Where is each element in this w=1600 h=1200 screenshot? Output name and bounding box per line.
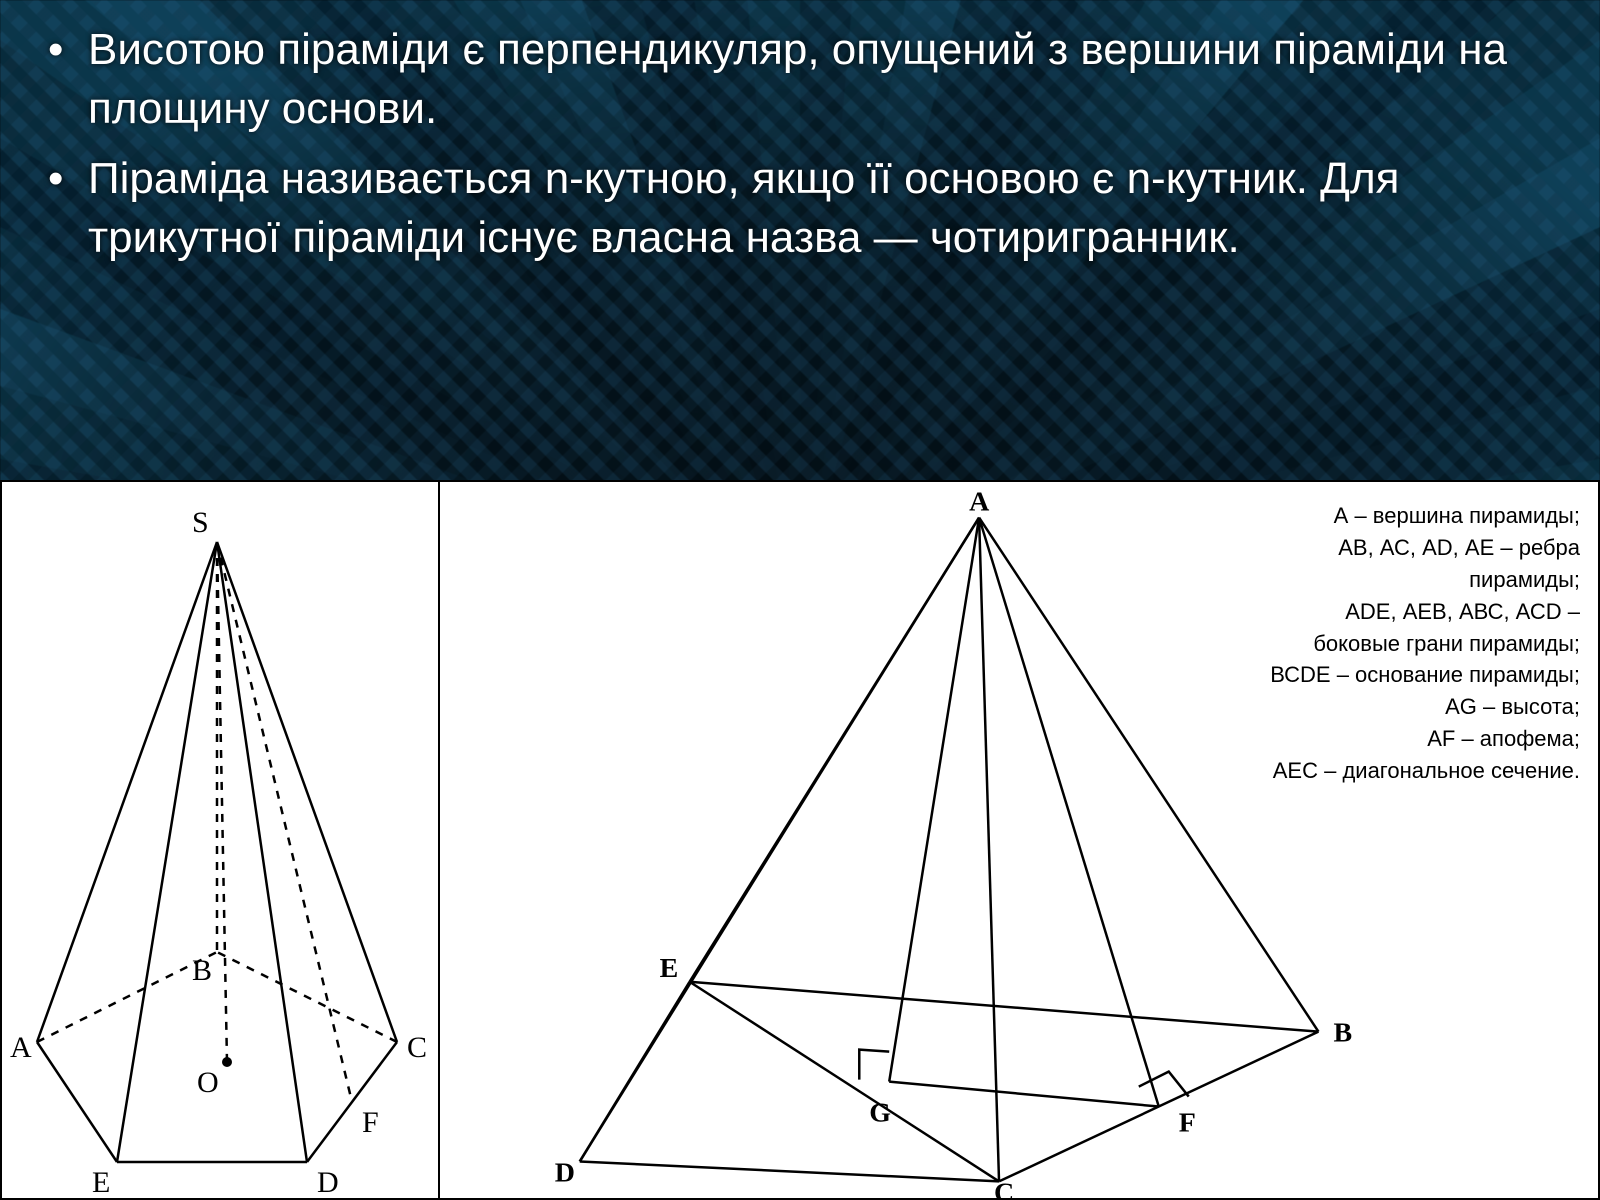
label-E2: E (660, 953, 679, 984)
label-S: S (192, 506, 209, 539)
legend-line: А – вершина пирамиды; (1270, 500, 1580, 532)
label-D: D (317, 1166, 339, 1199)
legend-line: боковые грани пирамиды; (1270, 628, 1580, 660)
text-content: Висотою піраміди є перпендикуляр, опущен… (0, 0, 1600, 268)
bullet-item: Висотою піраміди є перпендикуляр, опущен… (40, 20, 1560, 139)
legend-line: АDЕ, АЕВ, АВС, АСD – (1270, 596, 1580, 628)
figure-right: A B C D E F G А – вершина пирамиды; АВ, … (440, 480, 1600, 1200)
legend-line: ВСDE – основание пирамиды; (1270, 659, 1580, 691)
label-G2: G (869, 1098, 891, 1129)
legend-line: АЕС – диагональное сечение. (1270, 755, 1580, 787)
label-D2: D (555, 1157, 575, 1188)
legend-line: AG – высота; (1270, 691, 1580, 723)
legend-line: пирамиды; (1270, 564, 1580, 596)
label-E: E (92, 1166, 110, 1199)
label-B2: B (1333, 1018, 1352, 1049)
label-B: B (192, 954, 212, 987)
label-F2: F (1179, 1108, 1196, 1139)
legend-line: АВ, АС, АD, АЕ – ребра (1270, 532, 1580, 564)
figure-legend: А – вершина пирамиды; АВ, АС, АD, АЕ – р… (1270, 500, 1580, 787)
bullet-list: Висотою піраміди є перпендикуляр, опущен… (40, 20, 1560, 268)
label-O: O (197, 1066, 219, 1099)
figures-row: S A B C D E F O (0, 480, 1600, 1200)
legend-line: AF – апофема; (1270, 723, 1580, 755)
bullet-item: Піраміда називається n-кутною, якщо її о… (40, 149, 1560, 268)
label-C: C (407, 1031, 427, 1064)
label-A: A (10, 1031, 32, 1064)
label-A2: A (969, 487, 989, 518)
label-F: F (362, 1106, 379, 1139)
pyramid-pentagon-svg: S A B C D E F O (2, 482, 442, 1200)
label-C2: C (994, 1177, 1014, 1200)
figure-left: S A B C D E F O (0, 480, 440, 1200)
